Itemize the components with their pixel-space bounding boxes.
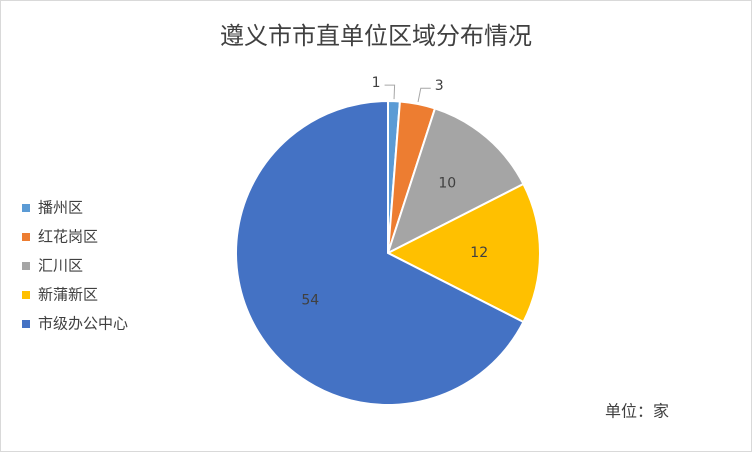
legend-swatch: [22, 291, 30, 299]
legend-swatch: [22, 204, 30, 212]
legend-swatch: [22, 320, 30, 328]
pie-slice: [386, 107, 525, 255]
annotation: 单位：家: [605, 402, 669, 421]
legend-label: 汇川区: [38, 257, 83, 275]
legend-swatch: [22, 262, 30, 270]
legend-label: 红花岗区: [38, 228, 98, 246]
data-label: 12: [470, 245, 488, 261]
data-label: 1: [372, 75, 381, 91]
data-label: 10: [438, 176, 456, 192]
legend-label: 新蒲新区: [38, 286, 98, 304]
legend-swatch: [22, 233, 30, 241]
pie-slice: [235, 99, 525, 406]
legend-label: 播州区: [38, 199, 83, 217]
legend-label: 市级办公中心: [38, 315, 128, 333]
pie-slice: [385, 182, 541, 324]
leader-line: [384, 84, 396, 100]
data-label: 3: [435, 78, 444, 94]
leader-line: [417, 87, 431, 103]
data-label: 54: [301, 293, 319, 309]
chart-title: 遵义市市直单位区域分布情况: [220, 22, 532, 50]
